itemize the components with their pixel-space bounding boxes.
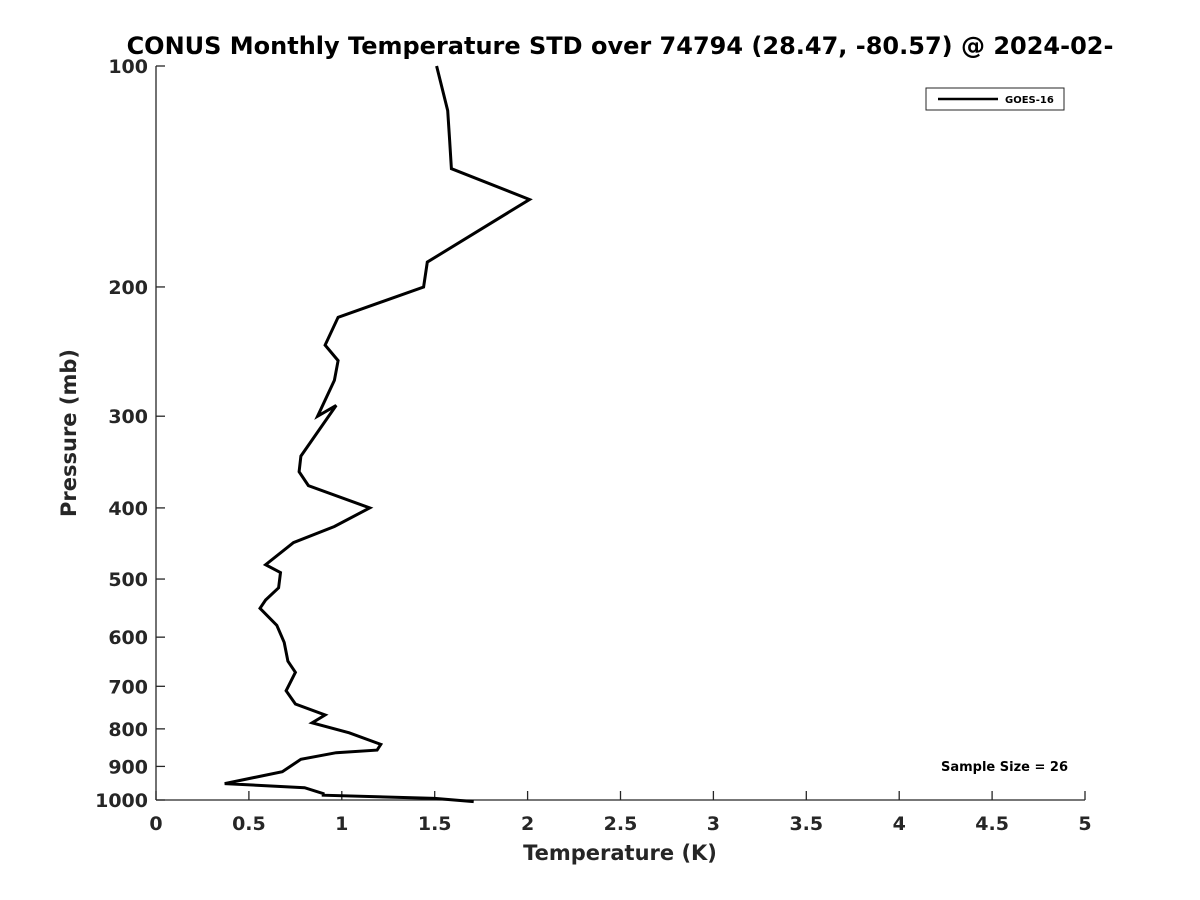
x-tick-label: 0 <box>149 813 162 835</box>
y-tick-label: 800 <box>108 719 148 741</box>
sample-size-annotation: Sample Size = 26 <box>941 760 1068 775</box>
x-tick-label: 4.5 <box>975 813 1009 835</box>
x-tick-label: 1 <box>335 813 348 835</box>
x-axis-ticks: 0 0.5 1 1.5 2 2.5 3 3.5 4 4.5 5 <box>149 791 1092 835</box>
x-axis-label: Temperature (K) <box>523 841 717 865</box>
y-axis-label: Pressure (mb) <box>57 349 81 517</box>
legend: GOES-16 <box>925 87 1065 111</box>
x-tick-label: 3.5 <box>789 813 823 835</box>
x-tick-label: 4 <box>893 813 906 835</box>
series-line-goes-16 <box>224 65 533 804</box>
y-tick-label: 900 <box>108 756 148 778</box>
x-tick-label: 5 <box>1078 813 1091 835</box>
y-tick-label: 300 <box>108 406 148 428</box>
y-tick-label: 500 <box>108 569 148 591</box>
x-tick-label: 1.5 <box>418 813 452 835</box>
y-tick-label: 600 <box>108 627 148 649</box>
y-tick-label: 400 <box>108 498 148 520</box>
y-axis-ticks: 100 200 300 400 500 600 700 800 900 1000 <box>95 56 165 812</box>
chart-title: CONUS Monthly Temperature STD over 74794… <box>127 32 1114 60</box>
x-tick-label: 2 <box>521 813 534 835</box>
y-tick-label: 1000 <box>95 790 148 812</box>
y-tick-label: 700 <box>108 676 148 698</box>
plot-area <box>224 65 533 804</box>
x-tick-label: 3 <box>707 813 720 835</box>
x-tick-label: 0.5 <box>232 813 266 835</box>
x-tick-label: 2.5 <box>604 813 638 835</box>
legend-label-goes-16: GOES-16 <box>1005 95 1054 106</box>
y-tick-label: 100 <box>108 56 148 78</box>
y-tick-label: 200 <box>108 277 148 299</box>
